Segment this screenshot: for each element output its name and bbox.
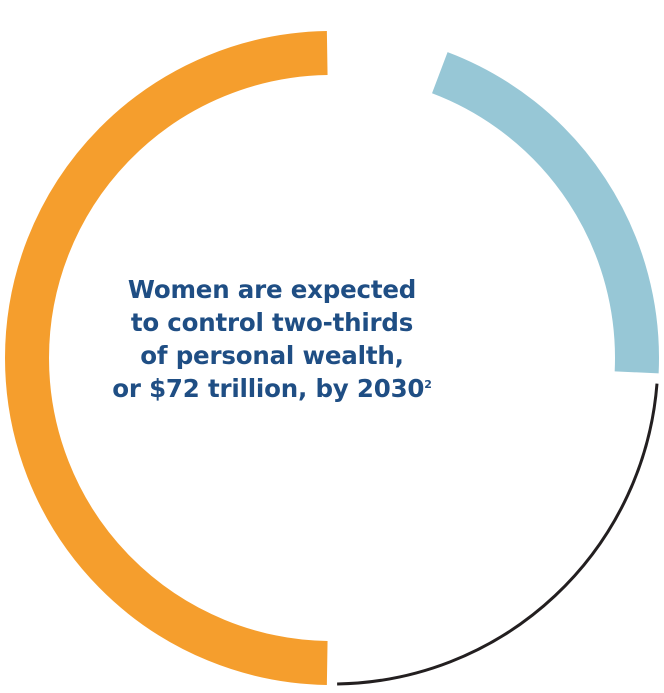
center-line-4-text: or $72 trillion, by 2030	[112, 374, 425, 403]
center-line-1: Women are expected	[127, 275, 417, 304]
footnote-marker: 2	[424, 377, 432, 391]
center-line-3: of personal wealth,	[140, 341, 404, 370]
donut-segment-2	[431, 52, 659, 374]
donut-segment-3	[337, 383, 659, 686]
donut-segment-4	[5, 31, 328, 685]
center-line-4: or $72 trillion, by 20302	[92, 372, 452, 405]
center-line-2: to control two-thirds	[130, 308, 414, 337]
center-statement: Women are expected to control two-thirds…	[92, 273, 452, 405]
